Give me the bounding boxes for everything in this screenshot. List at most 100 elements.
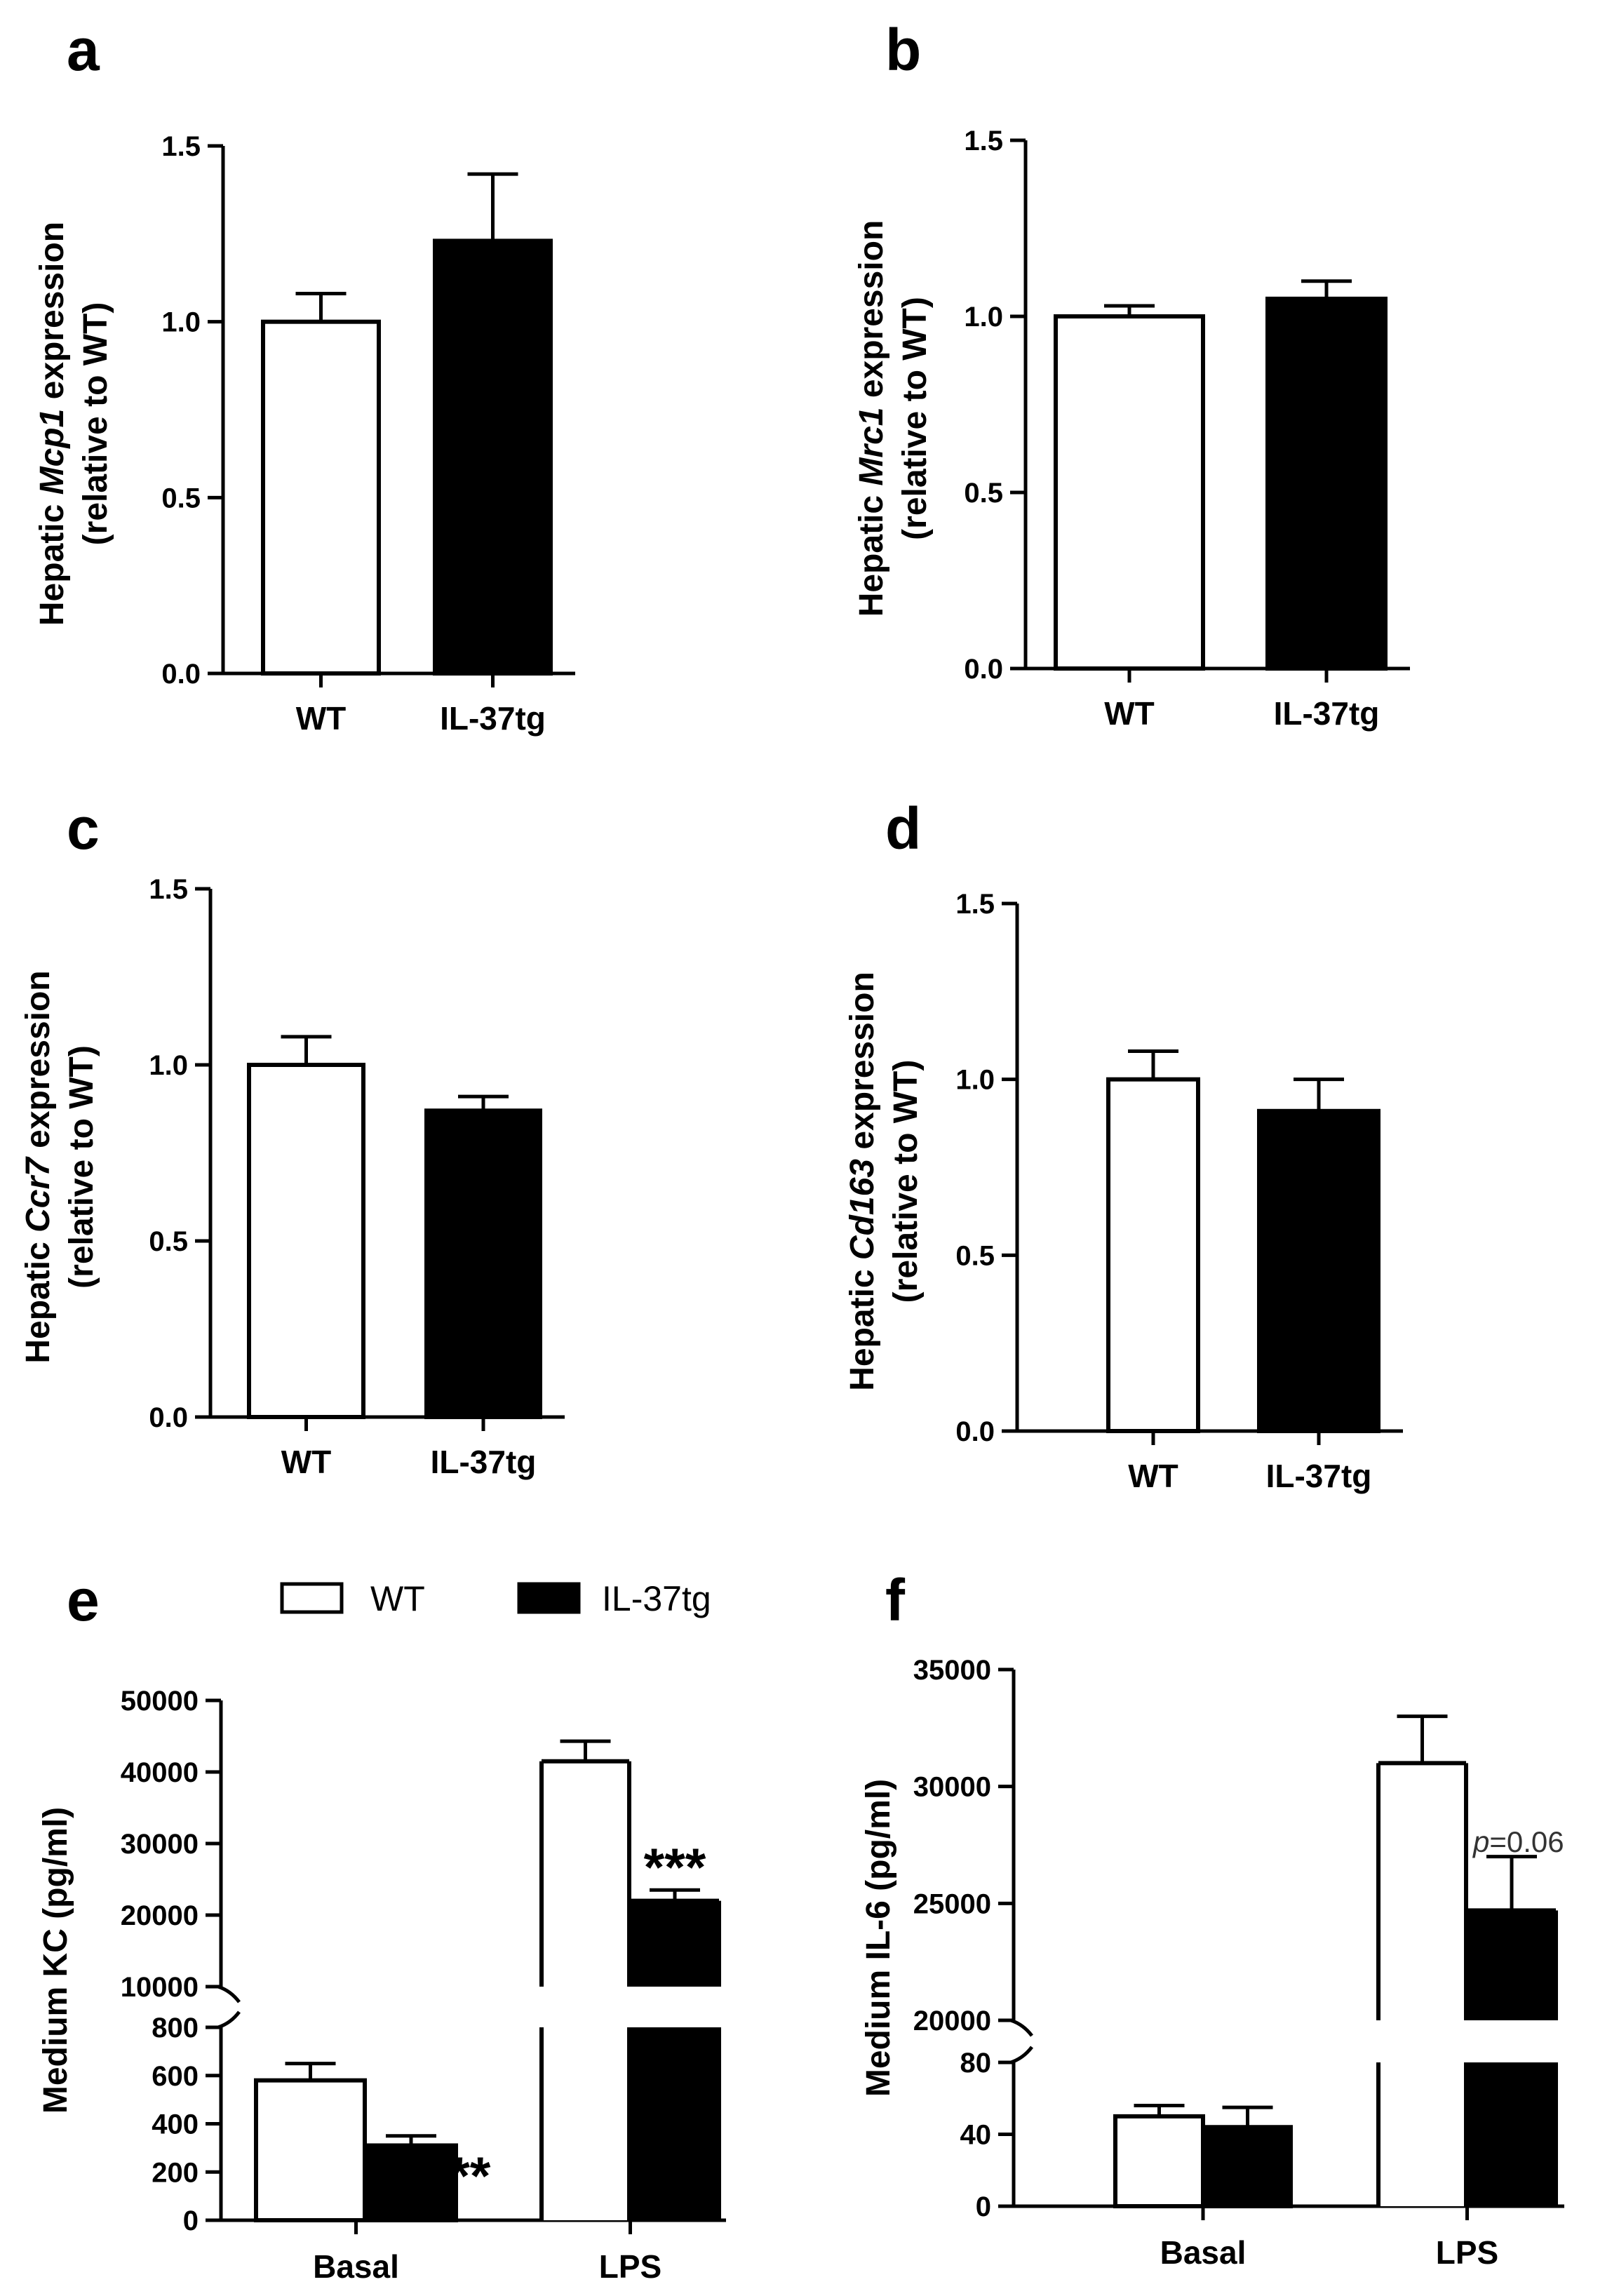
y-axis-label: Hepatic Ccr7 expression [20, 970, 57, 1363]
y-tick-label: 1.5 [955, 889, 995, 920]
x-tick-label: WT [1128, 1458, 1178, 1494]
legend-swatch-wt [280, 1582, 344, 1614]
y-tick-label: 50000 [121, 1686, 199, 1717]
x-tick-label: IL-37tg [1266, 1458, 1372, 1494]
y-tick-label: 30000 [913, 1772, 991, 1803]
bar-lps-wt-lower-fill [1378, 2062, 1466, 2206]
y-tick-label: 25000 [913, 1888, 991, 1919]
bar-basal-wt [254, 2078, 367, 2222]
panel-d: d 0.0 0.5 1.0 1.5 WT IL-37tg Hepatic Cd163 expr… [844, 795, 1403, 1494]
y-axis-label: Hepatic Mcp1 expression [34, 222, 71, 626]
x-tick-label: LPS [599, 2248, 661, 2285]
y-tick-label: 200 [152, 2157, 199, 2188]
y-tick-label: 400 [152, 2109, 199, 2140]
bar-basal-wt [1113, 2114, 1205, 2208]
y-label-gene: Cd163 [844, 1159, 881, 1260]
panel-letter: c [67, 795, 100, 861]
bar-wt [247, 1063, 365, 1419]
y-tick-label: 1.0 [161, 307, 201, 338]
bar-wt [1054, 314, 1205, 671]
bar-il-37tg [424, 1108, 542, 1419]
bar-lps-wt-upper-fill [542, 1761, 629, 1987]
legend-swatch-il37tg [517, 1582, 581, 1614]
y-tick-label: 0.5 [964, 478, 1003, 509]
bar-lps-wt-upper-fill [1378, 1763, 1466, 2020]
y-axis-label-line2: (relative to WT) [63, 1045, 100, 1289]
x-tick-label: WT [1104, 695, 1155, 732]
y-tick-label: 30000 [121, 1829, 199, 1860]
bar-wt [1106, 1077, 1200, 1433]
x-tick-label: IL-37tg [440, 700, 546, 737]
y-tick-label: 0 [976, 2191, 991, 2222]
bar-lps-wt-lower-fill [542, 2027, 629, 2220]
y-tick-label: 0.0 [149, 1402, 188, 1433]
significance-marker: *** [429, 2147, 491, 2206]
bar-lps-il-37tg-lower-fill [1467, 2062, 1556, 2206]
bar-lps-il-37tg-upper-fill [631, 1900, 719, 1987]
y-label-suffix: expression [20, 970, 57, 1157]
bar-il-37tg [433, 239, 553, 676]
bar-il-37tg [1257, 1108, 1380, 1433]
bar-basal-il-37tg [364, 2143, 458, 2222]
significance-marker: *** [644, 1838, 706, 1898]
bar-basal-il-37tg [1202, 2125, 1293, 2208]
y-tick-label: 0 [183, 2206, 199, 2236]
y-tick-label: 40 [960, 2120, 992, 2151]
y-tick-label: 0.0 [161, 659, 201, 690]
x-tick-label: Basal [1160, 2234, 1247, 2271]
axis-break-mark [1010, 2018, 1033, 2037]
y-axis-label: Hepatic Mrc1 expression [853, 220, 890, 617]
y-label-suffix: expression [34, 222, 71, 409]
panel-letter: b [885, 17, 921, 83]
y-tick-label: 800 [152, 2013, 199, 2043]
y-axis-label-line2: (relative to WT) [887, 1060, 925, 1303]
y-label-gene: Mrc1 [853, 408, 890, 486]
bar-lps-il-37tg-lower-fill [631, 2027, 719, 2220]
y-tick-label: 1.5 [149, 874, 188, 905]
y-tick-label: 1.0 [955, 1065, 995, 1096]
y-axis-label-line2: (relative to WT) [77, 302, 114, 546]
axis-break-mark [217, 2010, 241, 2029]
y-tick-label: 1.5 [964, 126, 1003, 156]
y-tick-label: 10000 [121, 1972, 199, 2003]
panel-letter: a [67, 17, 100, 83]
x-tick-label: LPS [1436, 2234, 1498, 2271]
p-value-number: =0.06 [1489, 1825, 1564, 1858]
legend: WT IL-37tg [280, 1579, 711, 1618]
y-tick-label: 20000 [913, 2006, 991, 2036]
y-tick-label: 1.5 [161, 131, 201, 162]
x-tick-label: IL-37tg [1274, 695, 1380, 732]
y-tick-label: 0.5 [955, 1240, 995, 1271]
panel-c: c 0.0 0.5 1.0 1.5 WT IL-37tg Hepatic Ccr7 expre… [20, 795, 565, 1480]
y-axis-label: Hepatic Cd163 expression [844, 972, 881, 1391]
p-value-symbol: p [1472, 1825, 1489, 1858]
y-tick-label: 0.5 [161, 483, 201, 513]
y-label-gene: Mcp1 [34, 409, 71, 495]
panel-b: b 0.0 0.5 1.0 1.5 WT IL-37tg Hepatic Mrc1 expre… [853, 17, 1410, 732]
y-tick-label: 0.0 [955, 1416, 995, 1447]
x-tick-label: WT [296, 700, 347, 737]
y-label-suffix: expression [844, 972, 881, 1159]
y-tick-label: 600 [152, 2061, 199, 2092]
panel-a: a 0.0 0.5 1.0 1.5 WT IL-37tg Hepatic Mcp1 expre… [34, 17, 575, 737]
y-tick-label: 0.0 [964, 654, 1003, 685]
bar-wt [261, 319, 381, 676]
y-tick-label: 20000 [121, 1900, 199, 1931]
y-label-prefix: Hepatic [844, 1260, 881, 1391]
bar-il-37tg [1265, 296, 1388, 671]
y-label-prefix: Hepatic [853, 486, 890, 617]
y-label-prefix: Hepatic [34, 495, 71, 626]
y-tick-label: 1.0 [964, 302, 1003, 333]
legend-label-il37tg: IL-37tg [602, 1579, 711, 1618]
y-tick-label: 1.0 [149, 1050, 188, 1081]
panel-f: f 0 40 80 20000 25000 30000 35000 Basal LPS Medium… [860, 1567, 1564, 2271]
y-label-prefix: Hepatic [20, 1233, 57, 1364]
y-axis-label-line2: (relative to WT) [896, 297, 934, 540]
y-tick-label: 35000 [913, 1655, 991, 1686]
y-label-gene: Ccr7 [20, 1156, 57, 1233]
x-tick-label: Basal [313, 2248, 399, 2285]
panel-e: e 0 200 400 600 800 10000 20000 30000 40000 50000 B… [37, 1567, 726, 2285]
y-axis-label: Medium KC (pg/ml) [37, 1807, 74, 2114]
y-tick-label: 0.5 [149, 1226, 188, 1257]
